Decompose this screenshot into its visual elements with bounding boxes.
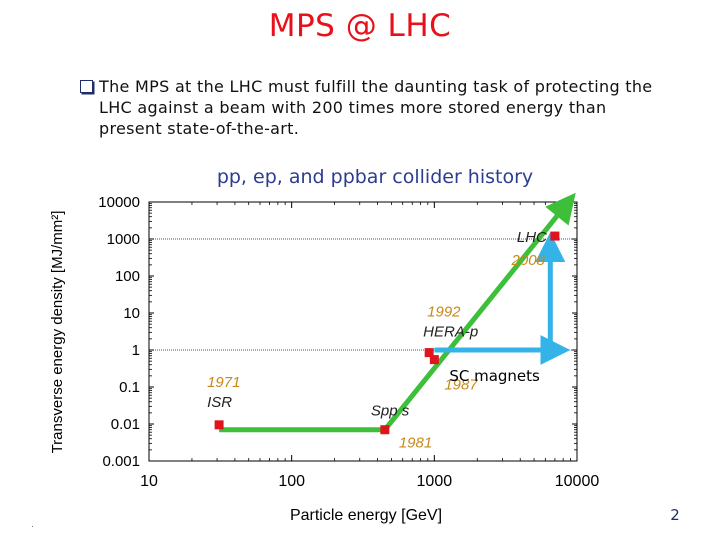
point-label-spps: Spp s: [371, 403, 410, 420]
year-label-1992: 1992: [427, 304, 461, 321]
data-point-hera-p: [424, 348, 434, 358]
y-tick-label: 1000: [107, 231, 140, 248]
y-tick-label: 1: [132, 342, 140, 359]
y-tick-label: 0.1: [119, 379, 140, 396]
data-point-isr: [214, 420, 224, 430]
y-tick-label: 10000: [98, 194, 140, 211]
bullet-point: The MPS at the LHC must fulfill the daun…: [80, 76, 670, 139]
chart-title: pp, ep, and ppbar collider history: [216, 166, 534, 188]
y-tick-label: 0.01: [111, 416, 140, 433]
point-label-lhc: LHC: [517, 229, 547, 246]
x-tick-label: 1000: [417, 473, 453, 490]
plot-frame: [148, 201, 578, 462]
corner-dot: [32, 526, 33, 527]
year-label-1987: 1987: [444, 377, 478, 394]
page-number: 2: [670, 506, 680, 524]
data-point-spps: [380, 425, 390, 435]
y-tick-label: 10: [123, 305, 140, 322]
x-tick-label: 10000: [555, 473, 600, 490]
bullet-text: The MPS at the LHC must fulfill the daun…: [99, 77, 653, 138]
y-axis-label: Transverse energy density [MJ/mm²]: [49, 211, 66, 454]
y-tick-label: 0.001: [102, 453, 140, 470]
x-tick-label: 100: [278, 473, 305, 490]
annotation-sc-magnets: SC magnets: [449, 367, 540, 385]
x-axis-label: Particle energy [GeV]: [290, 507, 442, 524]
green-trend-arrow: [219, 192, 576, 433]
y-tick-label: 100: [115, 268, 140, 285]
year-label-1971: 1971: [207, 374, 240, 391]
year-label-2008: 2008: [511, 252, 546, 269]
x-tick-label: 10: [140, 473, 158, 490]
point-label-hera-p: HERA-p: [423, 324, 478, 341]
slide-title: MPS @ LHC: [268, 8, 452, 44]
data-point-tevatron: [429, 355, 439, 365]
year-label-1981: 1981: [399, 435, 432, 452]
data-point-lhc: [550, 231, 560, 241]
square-bullet-icon: [80, 80, 93, 93]
point-label-isr: ISR: [207, 394, 232, 411]
